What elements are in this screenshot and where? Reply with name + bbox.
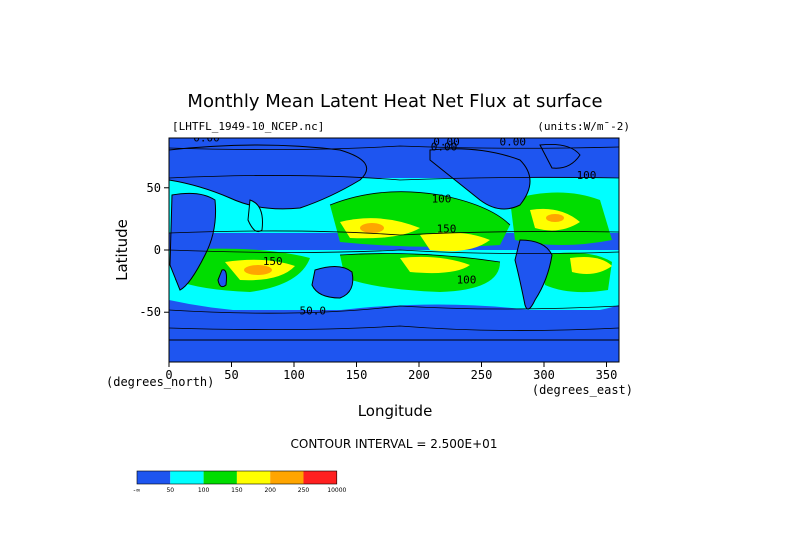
land-antarctica (169, 339, 619, 362)
colorbar-level-label: 200 (264, 487, 276, 494)
yellow-south-atlantic (570, 257, 612, 274)
colorbar-swatch (137, 471, 171, 484)
colorbar-swatch (170, 471, 204, 484)
contour-label: 50.0 (300, 305, 327, 318)
y-units-label: (degrees_north) (106, 375, 214, 389)
x-tick-label: 200 (408, 368, 430, 382)
colorbar-level-label: 250 (298, 487, 310, 494)
contour-label: 100 (432, 193, 452, 206)
land-madagascar (217, 269, 227, 288)
contour-label: 0.00 (500, 135, 527, 148)
contour-label: 0.00 (433, 135, 460, 148)
x-tick-label: 250 (471, 368, 493, 382)
colorbar-swatch (236, 471, 271, 484)
x-axis-label: Longitude (358, 402, 433, 420)
yellow-south-pacific (400, 256, 470, 274)
x-tick-label: 100 (283, 368, 305, 382)
contour-lines (169, 145, 619, 331)
dataset-label: [LHTFL_1949-10_NCEP.nc] (172, 120, 324, 133)
land-africa (169, 192, 216, 291)
land-eurasia (169, 144, 368, 210)
yellow-central-pacific (420, 232, 490, 252)
contour-label: 0.00 (193, 132, 220, 145)
contour-interval-label: CONTOUR INTERVAL = 2.500E+01 (291, 437, 498, 451)
colorbar-frame (136, 470, 338, 485)
x-tick-label: 50 (224, 368, 238, 382)
colorbar-level-label: 10000 (327, 487, 346, 494)
contour-label: 100 (457, 274, 477, 287)
land-india (247, 199, 263, 233)
colorbar-level-label: 100 (198, 487, 210, 494)
colorbar-swatch (203, 471, 237, 484)
colorbar-swatch (303, 471, 337, 484)
contour-label: 150 (263, 255, 283, 268)
land-north-america (429, 148, 531, 210)
y-tick-label: 0 (154, 243, 161, 257)
contour-label: 100 (577, 169, 597, 182)
colorbar-swatch (270, 471, 304, 484)
orange-core-pacific (360, 223, 384, 233)
land-greenland (539, 144, 581, 169)
southern-ocean-band (169, 300, 619, 330)
orange-core-indian (244, 265, 272, 275)
colorbar: -∞ 50 100 150 200 250 10000 (133, 470, 347, 494)
y-axis-ticks: -50 0 50 (139, 181, 169, 319)
x-tick-label: 300 (533, 368, 555, 382)
land-south-america (514, 239, 553, 310)
colorbar-level-label: -∞ (133, 487, 140, 494)
contour-label: 0.00 (431, 140, 458, 153)
land-australia (311, 266, 354, 299)
x-axis-ticks: 0 50 100 150 200 250 300 350 (165, 362, 617, 382)
x-units-label: (degrees_east) (532, 383, 633, 397)
x-tick-label: 350 (596, 368, 618, 382)
colorbar-level-label: 50 (166, 487, 174, 494)
orange-core-atlantic (546, 214, 564, 222)
x-tick-label: 0 (165, 368, 172, 382)
chart-title: Monthly Mean Latent Heat Net Flux at sur… (187, 91, 602, 112)
x-tick-label: 150 (346, 368, 368, 382)
y-tick-label: -50 (139, 305, 161, 319)
colorbar-level-label: 150 (231, 487, 243, 494)
contour-label: 150 (437, 223, 457, 236)
y-tick-label: 50 (147, 181, 161, 195)
y-axis-label: Latitude (113, 219, 131, 281)
units-label: (units:W/m¯-2) (537, 120, 630, 133)
